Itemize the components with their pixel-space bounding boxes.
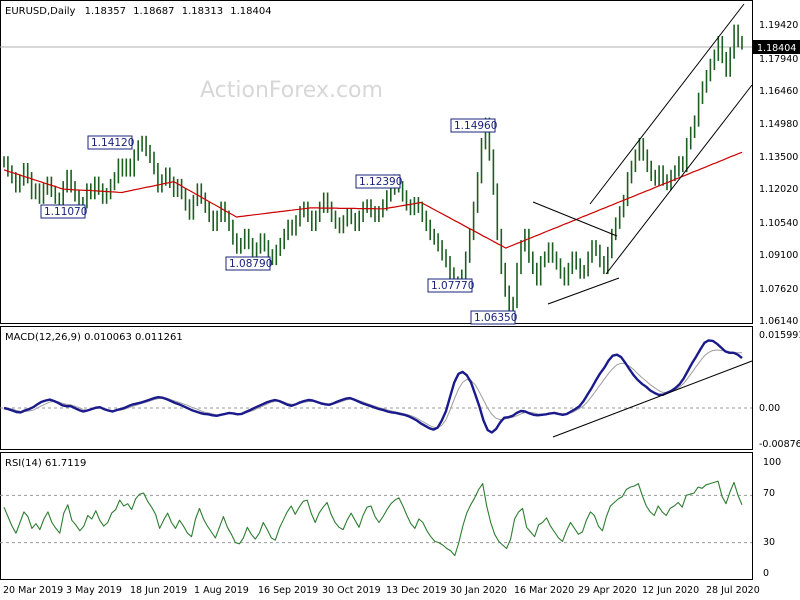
macd-plot [3, 339, 743, 434]
trendlines [532, 3, 753, 305]
price-tick-label: 1.12020 [759, 184, 798, 195]
ohlc-low: 1.18313 [182, 6, 223, 17]
price-annotations: 1.14120 1.11070 1.08790 1.12390 1.14960 … [40, 118, 517, 325]
price-plot [3, 24, 743, 322]
time-tick-label: 20 Mar 2019 [3, 585, 63, 596]
rsi-title: RSI(14) 61.7119 [5, 458, 86, 469]
price-tick-label: 1.14980 [759, 119, 798, 130]
time-tick-label: 29 Apr 2020 [578, 585, 637, 596]
macd-panel-frame [0, 326, 753, 450]
time-tick-label: 30 Oct 2019 [322, 585, 381, 596]
ohlc-close: 1.18404 [230, 6, 271, 17]
channel-upper-line [589, 3, 745, 205]
price-tick-label: 1.19420 [759, 20, 798, 31]
current-price-label: 1.18404 [757, 43, 796, 54]
rsi-plot [3, 480, 743, 557]
price-axis: 1.19420 1.17940 1.16460 1.14980 1.13500 … [759, 20, 798, 327]
price-tick-label: 1.06140 [759, 316, 798, 327]
annotation-label: 1.14120 [87, 135, 134, 150]
time-tick-label: 3 May 2019 [66, 585, 122, 596]
price-panel-frame [0, 0, 753, 324]
svg-text:1.11070: 1.11070 [44, 206, 87, 218]
chart-title: EURUSD,Daily 1.18357 1.18687 1.18313 1.1… [5, 6, 272, 17]
watermark: ActionForex.com [200, 78, 383, 103]
triangle-upper-line [532, 201, 618, 237]
moving-average-line [3, 151, 743, 249]
annotation-label: 1.14960 [450, 118, 497, 133]
rsi-line [3, 480, 743, 557]
svg-text:1.14120: 1.14120 [91, 137, 134, 149]
svg-text:1.06350: 1.06350 [474, 312, 517, 324]
time-tick-label: 18 Jun 2019 [130, 585, 187, 596]
macd-tick-label: 0.00 [759, 403, 780, 414]
ohlc-high: 1.18687 [133, 6, 174, 17]
macd-tick-label: -0.00876 [759, 439, 800, 450]
annotation-label: 1.08790 [225, 256, 272, 271]
price-tick-label: 1.09100 [759, 250, 798, 261]
triangle-lower-line [547, 277, 620, 305]
symbol-label: EURUSD,Daily [5, 6, 76, 17]
rsi-tick-label: 30 [763, 537, 775, 548]
annotation-label: 1.07770 [427, 278, 474, 293]
macd-title: MACD(12,26,9) 0.010063 0.011261 [5, 332, 183, 343]
time-tick-label: 16 Sep 2019 [258, 585, 318, 596]
macd-trendline [552, 360, 753, 438]
rsi-panel-frame [0, 452, 753, 580]
time-tick-label: 30 Jan 2020 [450, 585, 507, 596]
annotation-label: 1.06350 [470, 310, 517, 325]
time-axis: 20 Mar 2019 3 May 2019 18 Jun 2019 1 Aug… [3, 585, 760, 596]
time-tick-label: 28 Jul 2020 [706, 585, 760, 596]
rsi-tick-label: 70 [763, 488, 775, 499]
price-tick-label: 1.07620 [759, 284, 798, 295]
svg-text:1.14960: 1.14960 [454, 120, 497, 132]
svg-text:1.12390: 1.12390 [359, 176, 402, 188]
annotation-label: 1.12390 [355, 174, 402, 189]
ohlc-open: 1.18357 [85, 6, 126, 17]
annotation-label: 1.11070 [40, 204, 87, 219]
svg-text:1.08790: 1.08790 [229, 258, 272, 270]
time-tick-label: 1 Aug 2019 [194, 585, 249, 596]
rsi-levels [0, 494, 752, 544]
time-tick-label: 13 Dec 2019 [386, 585, 447, 596]
rsi-tick-label: 100 [763, 457, 781, 468]
svg-text:1.07770: 1.07770 [431, 280, 474, 292]
price-tick-label: 1.13500 [759, 152, 798, 163]
rsi-tick-label: 0 [763, 568, 769, 579]
macd-tick-label: 0.015991 [759, 330, 800, 341]
price-tick-label: 1.10540 [759, 218, 798, 229]
time-tick-label: 12 Jun 2020 [642, 585, 699, 596]
macd-signal-line [3, 349, 742, 429]
current-price-box [753, 40, 800, 54]
time-tick-label: 16 Mar 2020 [514, 585, 574, 596]
price-tick-label: 1.16460 [759, 86, 798, 97]
macd-main-line [3, 339, 743, 434]
channel-lower-line [605, 84, 753, 275]
price-tick-label: 1.17940 [759, 54, 798, 65]
